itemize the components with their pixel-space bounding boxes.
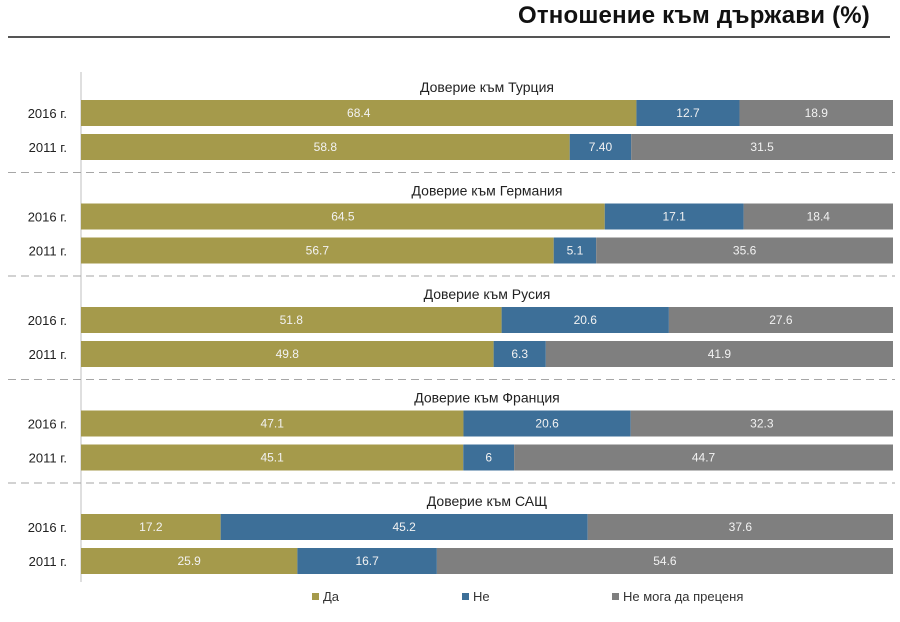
row-label: 2016 г. — [28, 210, 67, 225]
bar-segment-no — [463, 410, 631, 437]
data-label-yes: 49.8 — [276, 347, 300, 361]
data-label-yes: 58.8 — [314, 140, 338, 154]
legend-label-unsure: Не мога да преценя — [623, 589, 744, 604]
bar-segment-yes — [81, 341, 494, 367]
group-title: Доверие към Русия — [424, 286, 551, 302]
bar-segment-yes — [81, 203, 605, 230]
bar-segment-no — [493, 341, 546, 367]
row-label: 2011 г. — [29, 554, 67, 569]
bar-segment-unsure — [630, 410, 893, 437]
row-label: 2016 г. — [28, 417, 67, 432]
bar-segment-unsure — [514, 444, 893, 471]
bar-segment-unsure — [596, 237, 893, 264]
data-label-unsure: 41.9 — [708, 347, 732, 361]
data-label-unsure: 44.7 — [692, 451, 716, 465]
bar-segment-yes — [81, 444, 464, 471]
bar-segment-unsure — [739, 100, 893, 126]
legend-item-yes: Да — [312, 589, 339, 604]
row-label: 2011 г. — [29, 347, 67, 362]
bar-segment-yes — [81, 100, 637, 126]
data-label-unsure: 32.3 — [750, 417, 774, 431]
row-label: 2011 г. — [29, 451, 67, 466]
bar-segment-yes — [81, 548, 298, 574]
data-label-unsure: 27.6 — [769, 313, 793, 327]
bar-segment-no — [636, 100, 740, 126]
bar-segment-unsure — [545, 341, 893, 367]
bar-segment-no — [297, 548, 437, 574]
bar-segment-yes — [81, 237, 554, 264]
bar-segment-unsure — [587, 514, 893, 540]
group-title: Доверие към Турция — [420, 79, 554, 95]
data-label-unsure: 37.6 — [729, 520, 753, 534]
chart-legend: Да Не Не мога да преценя — [0, 589, 900, 605]
legend-swatch-yes — [312, 593, 319, 600]
data-label-no: 16.7 — [355, 554, 379, 568]
legend-swatch-no — [462, 593, 469, 600]
row-label: 2016 г. — [28, 520, 67, 535]
row-label: 2011 г. — [29, 244, 67, 259]
bar-segment-yes — [81, 307, 502, 333]
data-label-no: 5.1 — [567, 244, 584, 258]
bar-segment-no — [604, 203, 744, 230]
row-label: 2011 г. — [29, 140, 67, 155]
legend-item-unsure: Не мога да преценя — [612, 589, 743, 604]
data-label-no: 12.7 — [676, 106, 700, 120]
bar-segment-no — [220, 514, 588, 540]
bar-segment-unsure — [743, 203, 893, 230]
data-label-yes: 25.9 — [178, 554, 202, 568]
chart-title: Отношение към държави (%) — [517, 2, 870, 29]
bar-segment-unsure — [631, 134, 893, 160]
data-label-no: 6.3 — [511, 347, 528, 361]
data-label-unsure: 54.6 — [653, 554, 677, 568]
group-title: Доверие към Франция — [414, 390, 560, 406]
data-label-no: 20.6 — [535, 417, 559, 431]
row-label: 2016 г. — [28, 313, 67, 328]
data-label-yes: 45.1 — [260, 451, 284, 465]
data-label-no: 7.40 — [589, 140, 613, 154]
data-label-yes: 51.8 — [280, 313, 304, 327]
group-title: Доверие към Германия — [412, 183, 563, 199]
legend-label-no: Не — [473, 589, 490, 604]
group-title: Доверие към САЩ — [427, 493, 547, 509]
bar-segment-yes — [81, 410, 464, 437]
data-label-yes: 47.1 — [261, 417, 285, 431]
bar-segment-no — [553, 237, 597, 264]
bar-segment-no — [569, 134, 632, 160]
bar-segment-no — [463, 444, 515, 471]
data-label-yes: 68.4 — [347, 106, 371, 120]
data-label-yes: 17.2 — [139, 520, 163, 534]
bar-segment-unsure — [436, 548, 893, 574]
legend-label-yes: Да — [323, 589, 340, 604]
bar-segment-yes — [81, 514, 221, 540]
row-label: 2016 г. — [28, 106, 67, 121]
title-divider — [8, 36, 890, 38]
legend-swatch-unsure — [612, 593, 619, 600]
data-label-no: 17.1 — [662, 210, 686, 224]
data-label-unsure: 31.5 — [750, 140, 774, 154]
data-label-yes: 64.5 — [331, 210, 355, 224]
bar-segment-unsure — [668, 307, 893, 333]
bar-segment-yes — [81, 134, 570, 160]
bar-segment-no — [501, 307, 669, 333]
data-label-yes: 56.7 — [306, 244, 330, 258]
data-label-no: 20.6 — [574, 313, 598, 327]
data-label-no: 45.2 — [392, 520, 416, 534]
legend-item-no: Не — [462, 589, 490, 604]
data-label-unsure: 18.9 — [805, 106, 829, 120]
data-label-no: 6 — [485, 451, 492, 465]
data-label-unsure: 18.4 — [807, 210, 831, 224]
data-label-unsure: 35.6 — [733, 244, 757, 258]
